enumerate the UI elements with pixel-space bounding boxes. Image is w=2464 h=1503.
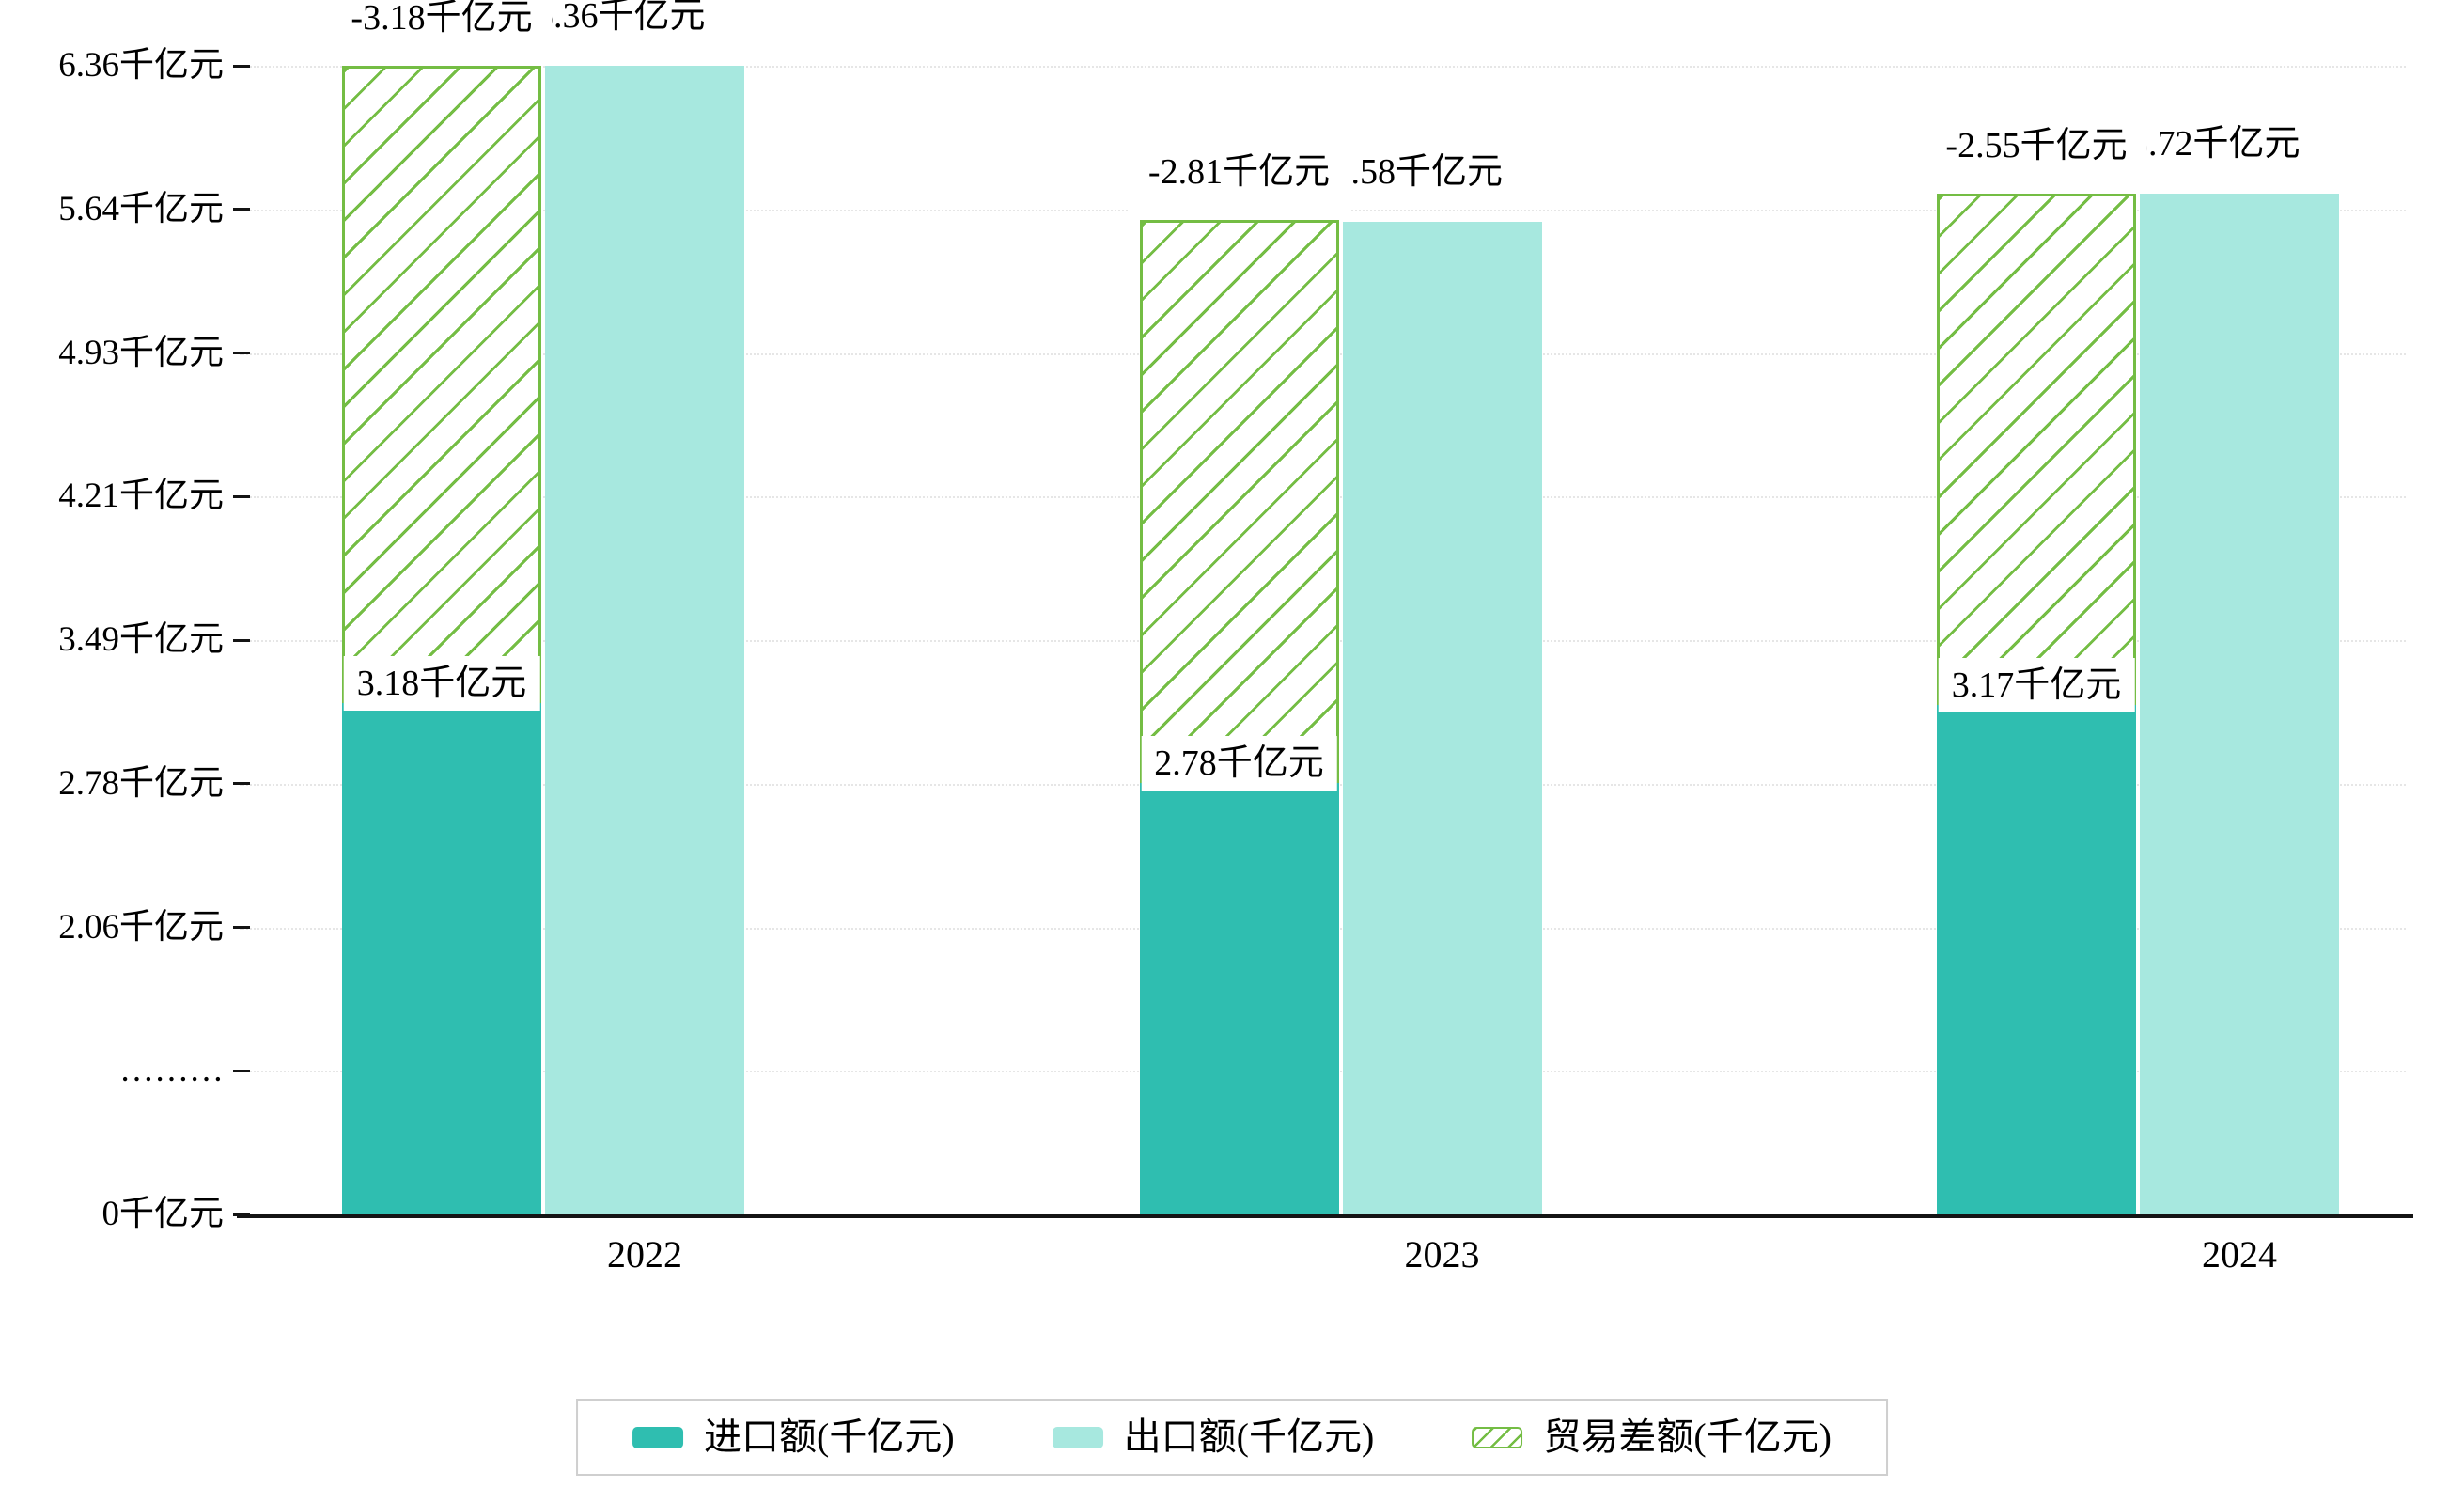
y-tick-label: ……… xyxy=(119,1051,224,1090)
legend-label-trade-balance: 贸易差额(千亿元) xyxy=(1543,1416,1832,1458)
import-bar-2023 xyxy=(1139,783,1339,1214)
legend: 进口额(千亿元) 出口额(千亿元) 贸易差额(千亿元) xyxy=(576,1399,1888,1476)
y-tick-label: 0千亿元 xyxy=(101,1195,225,1233)
import-value-label-2023: 2.78千亿元 xyxy=(1141,736,1337,791)
import-value-label-2024: 3.17千亿元 xyxy=(1938,657,2135,712)
export-bar-2023 xyxy=(1342,222,1542,1214)
y-tick-mark xyxy=(233,208,250,211)
y-tick-mark xyxy=(233,494,250,498)
trade-balance-value-label-2024: -2.55千亿元 xyxy=(1926,105,2147,187)
export-value-label-2022: 6.36千亿元 xyxy=(536,0,706,36)
x-category-label-2024: 2024 xyxy=(2202,1233,2277,1276)
y-tick-mark xyxy=(233,782,250,786)
y-tick-mark xyxy=(233,638,250,642)
y-tick-mark xyxy=(233,64,250,68)
y-tick-label: 3.49千亿元 xyxy=(58,620,224,659)
legend-label-export: 出口额(千亿元) xyxy=(1123,1416,1375,1458)
import-bar-2024 xyxy=(1937,704,2136,1214)
legend-swatch-trade-balance-icon xyxy=(1472,1426,1523,1448)
legend-item-export: 出口额(千亿元) xyxy=(1052,1416,1375,1459)
y-tick-label: 2.78千亿元 xyxy=(58,763,224,803)
y-tick-label: 2.06千亿元 xyxy=(58,907,224,947)
y-tick-label: 5.64千亿元 xyxy=(58,189,224,228)
x-category-label-2022: 2022 xyxy=(607,1233,682,1276)
y-tick-mark xyxy=(233,352,250,354)
export-value-label-2023: 5.58千亿元 xyxy=(1333,152,1504,193)
trade-balance-bar-2023 xyxy=(1139,220,1339,784)
export-bar-2022 xyxy=(545,66,744,1214)
x-axis-line xyxy=(237,1214,2413,1218)
y-tick-label: 4.21千亿元 xyxy=(58,477,224,516)
legend-swatch-import-icon xyxy=(632,1426,684,1448)
y-tick-label: 4.93千亿元 xyxy=(58,333,224,372)
trade-balance-bar-2022 xyxy=(342,66,541,703)
legend-label-import: 进口额(千亿元) xyxy=(704,1416,955,1458)
legend-item-trade-balance: 贸易差额(千亿元) xyxy=(1472,1416,1832,1459)
trade-balance-value-label-2022: -3.18千亿元 xyxy=(331,0,553,58)
import-bar-2022 xyxy=(342,702,541,1214)
legend-swatch-export-icon xyxy=(1052,1426,1103,1448)
legend-item-import: 进口额(千亿元) xyxy=(632,1416,955,1459)
import-value-label-2022: 3.18千亿元 xyxy=(343,655,540,711)
y-gridline xyxy=(240,66,2406,68)
y-tick-mark xyxy=(233,1069,250,1072)
export-bar-2024 xyxy=(2140,194,2339,1214)
x-category-label-2023: 2023 xyxy=(1404,1233,1480,1276)
export-value-label-2024: 5.72千亿元 xyxy=(2130,124,2300,164)
trade-balance-bar-2024 xyxy=(1937,194,2136,705)
trade-balance-value-label-2023: -2.81千亿元 xyxy=(1128,132,1350,213)
y-tick-label: 6.36千亿元 xyxy=(58,46,224,85)
y-tick-mark xyxy=(233,926,250,929)
